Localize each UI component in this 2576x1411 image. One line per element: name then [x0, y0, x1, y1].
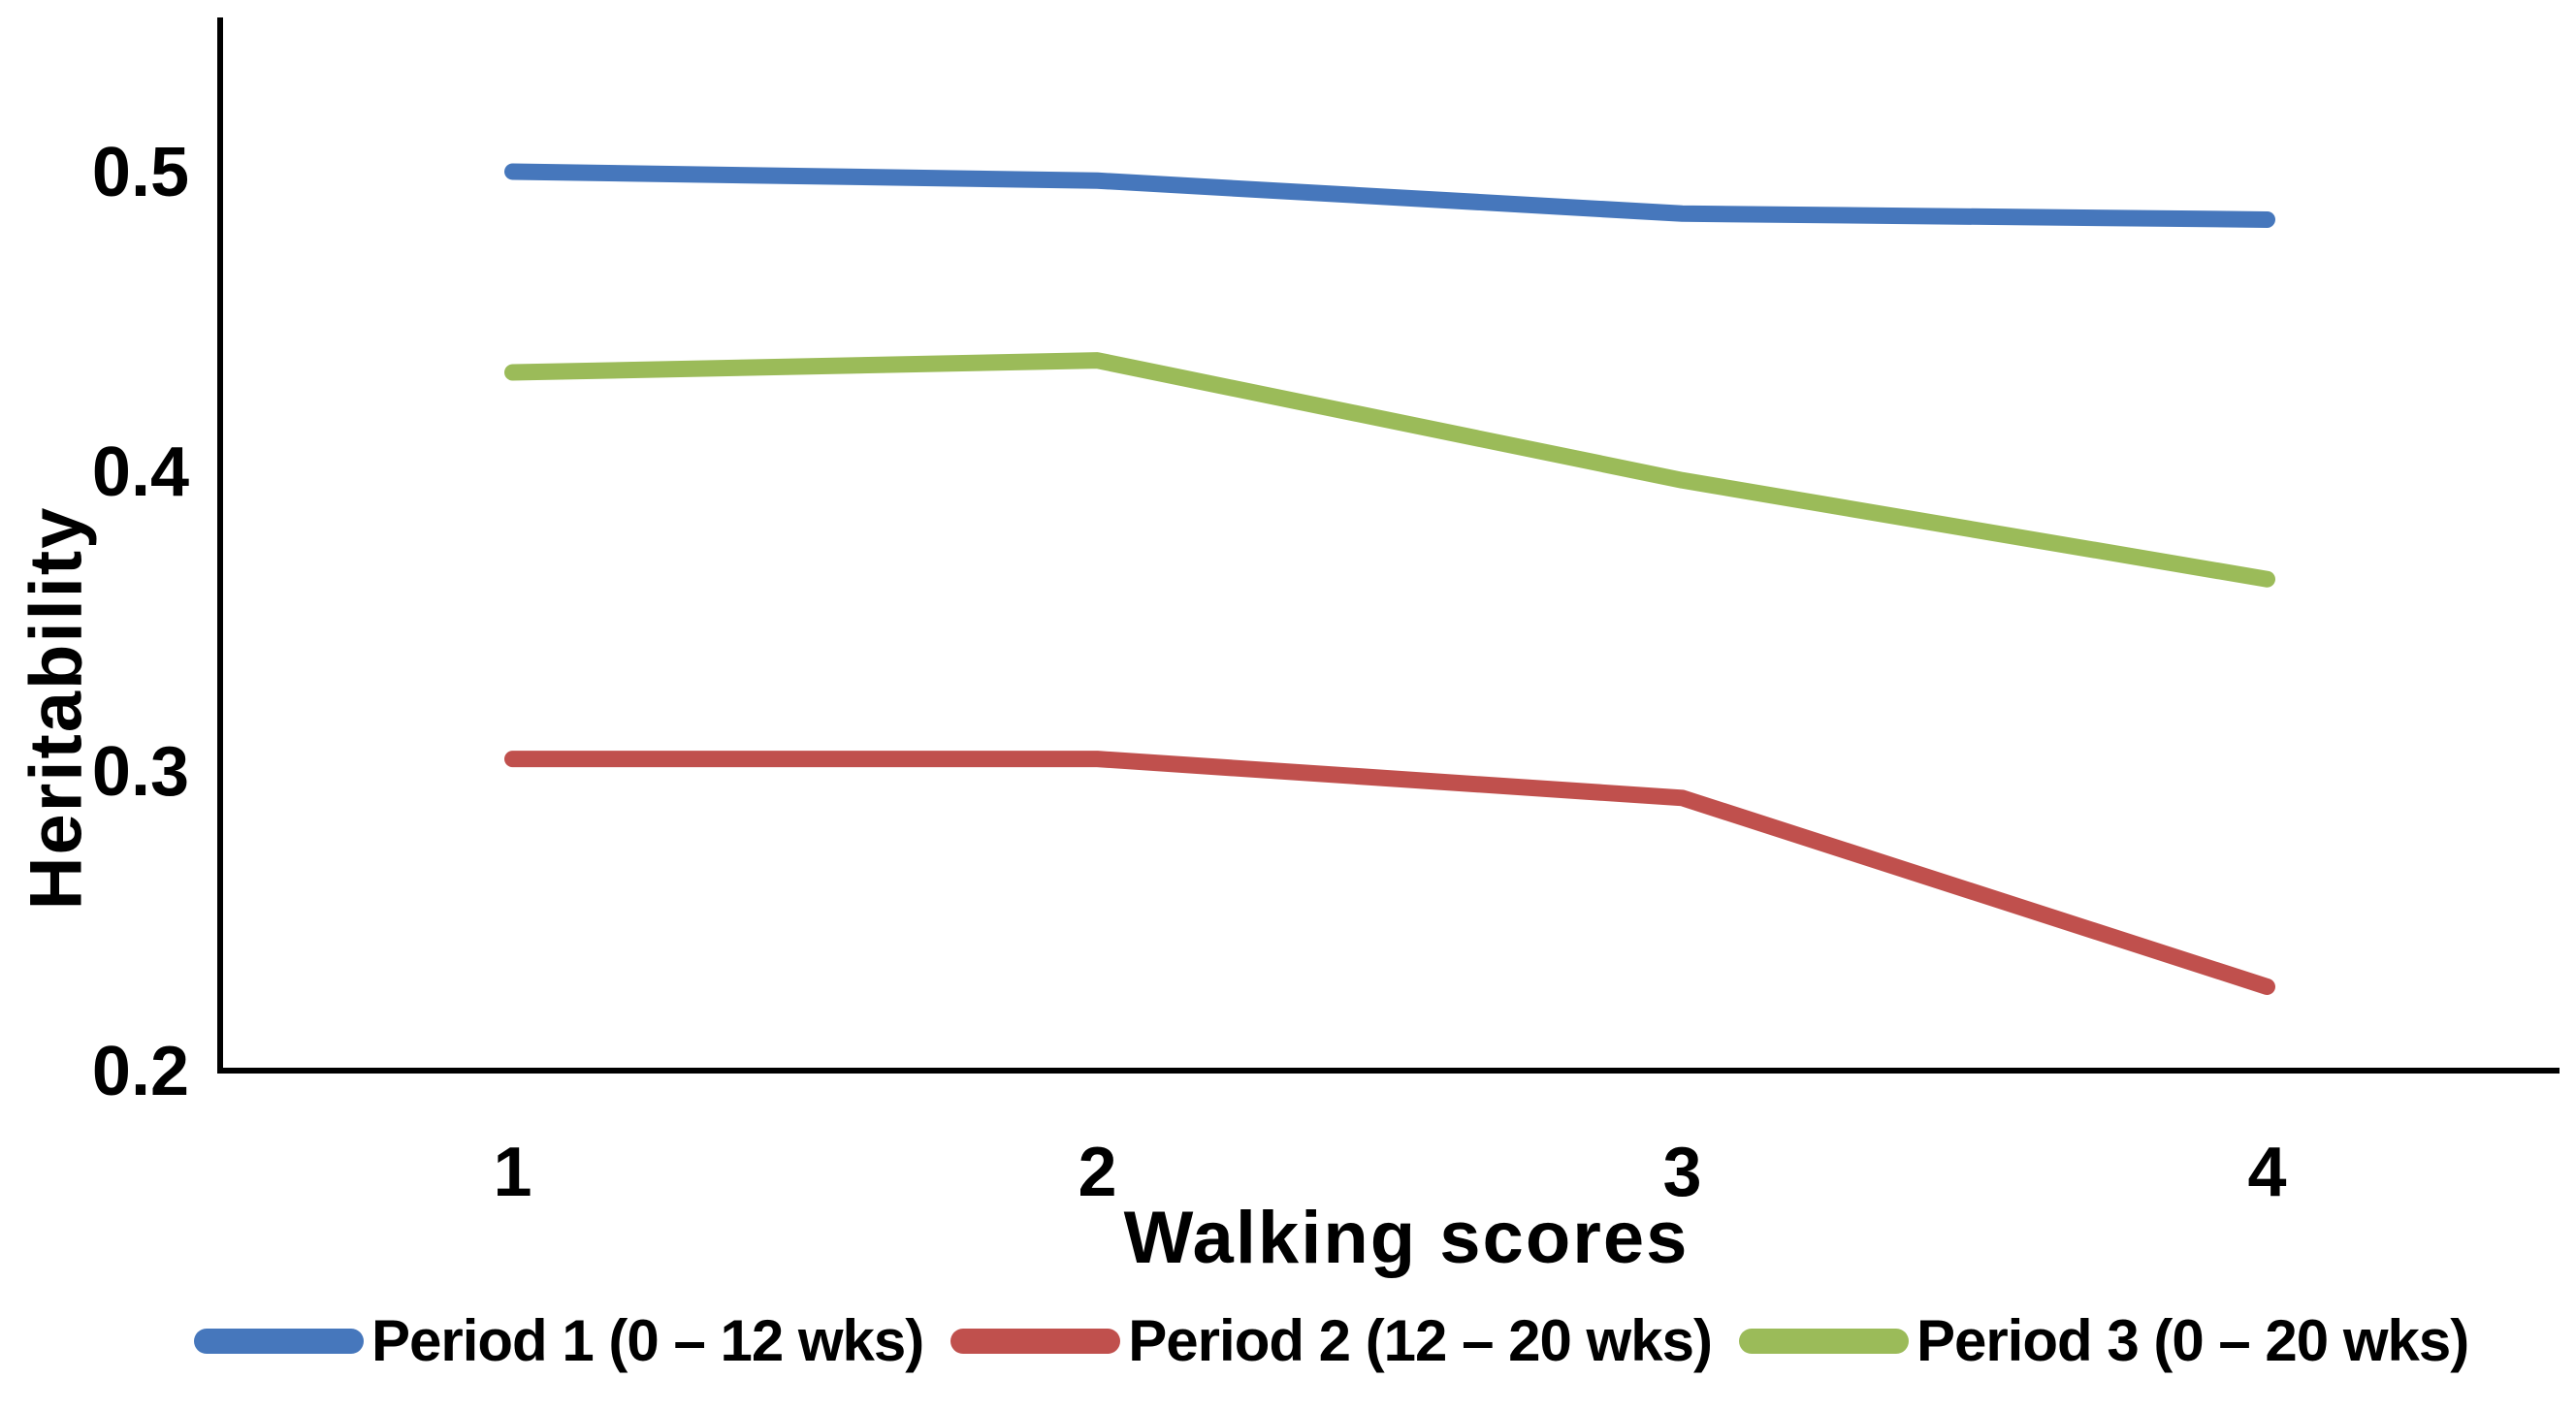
x-tick-labels: 1 2 3 4: [493, 1134, 2286, 1211]
y-axis-title: Heritability: [16, 506, 98, 911]
legend-label-period-3: Period 3 (0 – 20 wks): [1916, 1308, 2469, 1373]
series-line-2: [504, 751, 2275, 995]
y-tick-label: 0.2: [92, 1033, 189, 1110]
legend-item-period-3: Period 3 (0 – 20 wks): [1738, 1307, 2469, 1374]
legend-swatch-period-2: [950, 1328, 1121, 1354]
legend-item-period-1: Period 1 (0 – 12 wks): [194, 1307, 924, 1374]
series-lines: [504, 163, 2275, 995]
x-tick-label: 3: [1662, 1134, 1701, 1211]
chart-legend: Period 1 (0 – 12 wks) Period 2 (12 – 20 …: [194, 1307, 2469, 1374]
y-tick-label: 0.4: [92, 433, 189, 511]
series-line-3: [504, 352, 2275, 588]
legend-swatch-period-1: [194, 1328, 364, 1354]
x-tick-label: 4: [2247, 1134, 2286, 1211]
x-tick-label: 1: [493, 1134, 531, 1211]
legend-label-period-2: Period 2 (12 – 20 wks): [1128, 1308, 1713, 1373]
legend-label-period-1: Period 1 (0 – 12 wks): [371, 1308, 924, 1373]
legend-swatch-period-3: [1738, 1328, 1909, 1354]
y-tick-labels: 0.5 0.4 0.3 0.2: [92, 134, 189, 1110]
series-line-1: [504, 163, 2275, 228]
x-tick-label: 2: [1078, 1134, 1116, 1211]
legend-item-period-2: Period 2 (12 – 20 wks): [950, 1307, 1713, 1374]
x-axis-title: Walking scores: [1124, 1197, 1690, 1279]
y-tick-label: 0.3: [92, 733, 189, 811]
y-tick-label: 0.5: [92, 134, 189, 211]
